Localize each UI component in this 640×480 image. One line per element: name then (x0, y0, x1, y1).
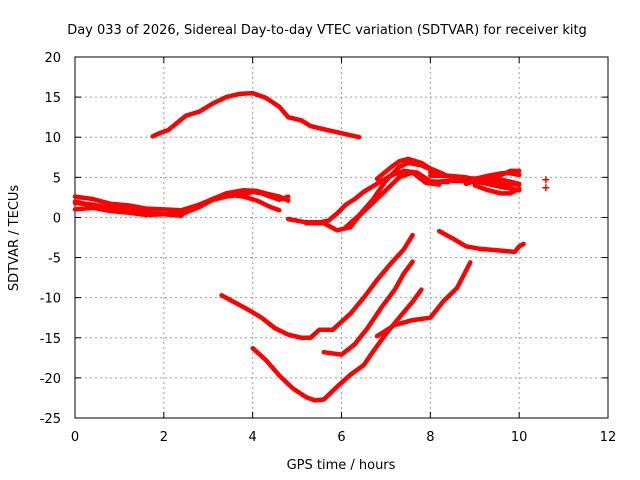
series-dip-rise-1 (285, 168, 451, 225)
series-v-mid (219, 232, 415, 341)
markers-group (542, 176, 550, 192)
x-tick-label: 12 (600, 430, 617, 445)
plus-marker (542, 184, 550, 192)
y-tick-label: -10 (40, 292, 61, 307)
y-tick-label: -5 (48, 252, 61, 267)
x-tick-label: 8 (426, 430, 434, 445)
series-s-curve-a (321, 259, 415, 357)
y-tick-label: 20 (44, 51, 61, 66)
series-v-low (250, 287, 424, 403)
x-tick-label: 10 (511, 430, 528, 445)
y-tick-label: 10 (44, 131, 61, 146)
x-tick-label: 2 (160, 430, 168, 445)
x-tick-label: 6 (337, 430, 345, 445)
x-tick-label: 4 (249, 430, 257, 445)
y-axis-title: SDTVAR / TECUs (7, 185, 22, 292)
series-dip-rise-3 (343, 160, 433, 230)
y-tick-label: 0 (53, 211, 61, 226)
y-tick-label: 15 (44, 91, 61, 106)
series-tail-6 (472, 171, 522, 182)
y-tick-label: -20 (40, 372, 61, 387)
x-axis-title: GPS time / hours (287, 458, 396, 473)
y-tick-label: -25 (40, 412, 61, 427)
axis-ticks: 0 2 4 6 8 10 12 20 15 10 5 0 -5 -10 -15 -20 -25 (40, 51, 617, 445)
chart-title: Day 033 of 2026, Sidereal Day-to-day VTE… (67, 23, 587, 38)
x-tick-label: 0 (71, 430, 79, 445)
series-arc-upper (150, 90, 362, 140)
series-s-curve-b (374, 260, 473, 339)
series-tail-4 (472, 183, 522, 196)
series-late-dip (436, 228, 526, 255)
y-tick-label: 5 (53, 171, 61, 186)
y-tick-label: -15 (40, 332, 61, 347)
series-group (72, 90, 526, 403)
series-peak-b (374, 156, 446, 182)
plus-marker (542, 176, 550, 184)
grid (75, 57, 608, 418)
series-band-d (72, 199, 184, 219)
